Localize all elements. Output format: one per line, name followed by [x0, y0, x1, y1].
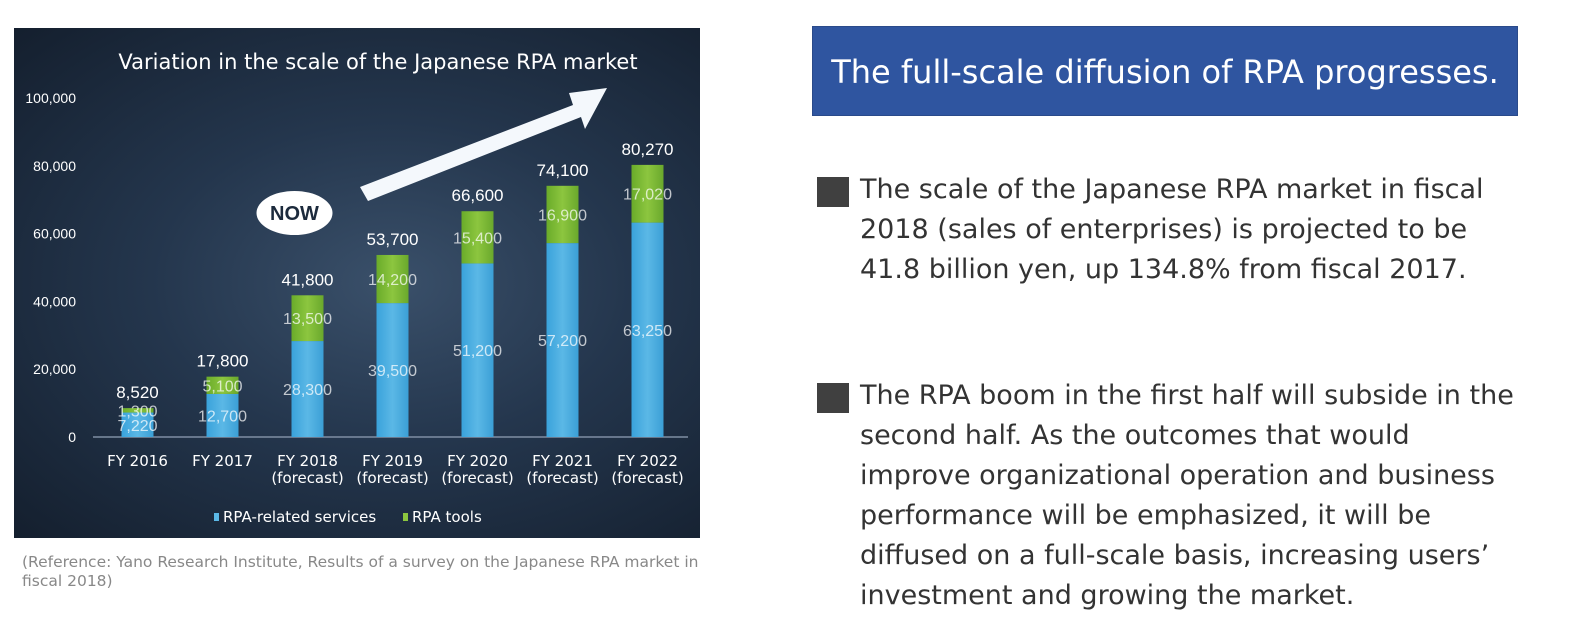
total-label: 8,520 [116, 383, 159, 402]
data-label-rpa-tools: 1,300 [117, 403, 157, 420]
bar-rpa-services [546, 243, 579, 437]
bar-rpa-tools [291, 295, 324, 342]
data-label-rpa-tools: 5,100 [202, 378, 242, 395]
legend-swatch-rpa-tools [403, 513, 408, 521]
x-category-label: FY 2019 [362, 452, 423, 470]
data-label-rpa-services: 12,700 [198, 408, 247, 425]
data-label-rpa-tools: 16,900 [538, 207, 587, 224]
bar-rpa-tools [121, 408, 154, 413]
data-label-rpa-services: 63,250 [623, 323, 672, 340]
bar-rpa-tools [461, 211, 494, 264]
x-category-label: (forecast) [356, 469, 428, 487]
bar-rpa-tools [631, 164, 664, 223]
chart-title: Variation in the scale of the Japanese R… [118, 50, 637, 74]
x-category-label: (forecast) [526, 469, 598, 487]
x-category-label: (forecast) [611, 469, 683, 487]
headline-banner: The full-scale diffusion of RPA progress… [812, 26, 1518, 116]
x-category-label: (forecast) [271, 469, 343, 487]
legend-swatch-rpa-services [214, 513, 219, 521]
data-label-rpa-tools: 15,400 [453, 230, 502, 247]
bullet-text: The RPA boom in the first half will subs… [860, 380, 1514, 611]
x-category-label: FY 2022 [617, 452, 678, 470]
x-category-label: FY 2018 [277, 452, 338, 470]
total-label: 17,800 [197, 352, 249, 371]
y-tick-label: 60,000 [33, 226, 76, 242]
bar-rpa-services [206, 393, 239, 437]
x-category-label: (forecast) [441, 469, 513, 487]
reference-note: (Reference: Yano Research Institute, Res… [22, 553, 699, 590]
legend-label-rpa-tools: RPA tools [412, 508, 482, 526]
bar-rpa-services [461, 263, 494, 437]
bar-rpa-tools [206, 376, 239, 394]
data-label-rpa-tools: 14,200 [368, 272, 417, 289]
bar-rpa-tools [376, 254, 409, 304]
bar-rpa-tools [546, 185, 579, 244]
bar-rpa-services [376, 303, 409, 437]
bullet-item: The scale of the Japanese RPA market in … [817, 170, 1517, 290]
bullet-square-icon [817, 177, 849, 207]
now-label: NOW [270, 203, 319, 225]
total-label: 74,100 [537, 161, 589, 180]
y-tick-label: 20,000 [33, 361, 76, 377]
y-tick-label: 100,000 [25, 90, 76, 106]
bar-rpa-services [121, 412, 154, 437]
y-tick-label: 80,000 [33, 158, 76, 174]
legend-label-rpa-services: RPA-related services [223, 508, 376, 526]
data-label-rpa-services: 57,200 [538, 333, 587, 350]
now-bubble [256, 191, 333, 235]
x-category-label: FY 2016 [107, 452, 168, 470]
x-category-label: FY 2020 [447, 452, 508, 470]
bar-chart: Variation in the scale of the Japanese R… [25, 50, 688, 526]
total-label: 66,600 [452, 186, 504, 205]
bullet-square-icon [817, 383, 849, 413]
data-label-rpa-tools: 13,500 [283, 311, 332, 328]
bullet-text: The scale of the Japanese RPA market in … [860, 174, 1484, 285]
total-label: 53,700 [367, 230, 419, 249]
bullet-item: The RPA boom in the first half will subs… [817, 376, 1517, 616]
total-label: 80,270 [622, 140, 674, 159]
y-tick-label: 0 [68, 429, 76, 445]
y-tick-label: 40,000 [33, 293, 76, 309]
data-label-rpa-services: 51,200 [453, 343, 502, 360]
chart-panel: Variation in the scale of the Japanese R… [14, 28, 700, 538]
data-label-rpa-tools: 17,020 [623, 187, 672, 204]
data-label-rpa-services: 7,220 [117, 418, 157, 435]
x-category-label: FY 2017 [192, 452, 253, 470]
bar-rpa-services [631, 222, 664, 437]
trend-arrow [360, 88, 607, 201]
bar-rpa-services [291, 341, 324, 437]
data-label-rpa-services: 28,300 [283, 382, 332, 399]
data-label-rpa-services: 39,500 [368, 363, 417, 380]
x-category-label: FY 2021 [532, 452, 593, 470]
total-label: 41,800 [282, 270, 334, 289]
